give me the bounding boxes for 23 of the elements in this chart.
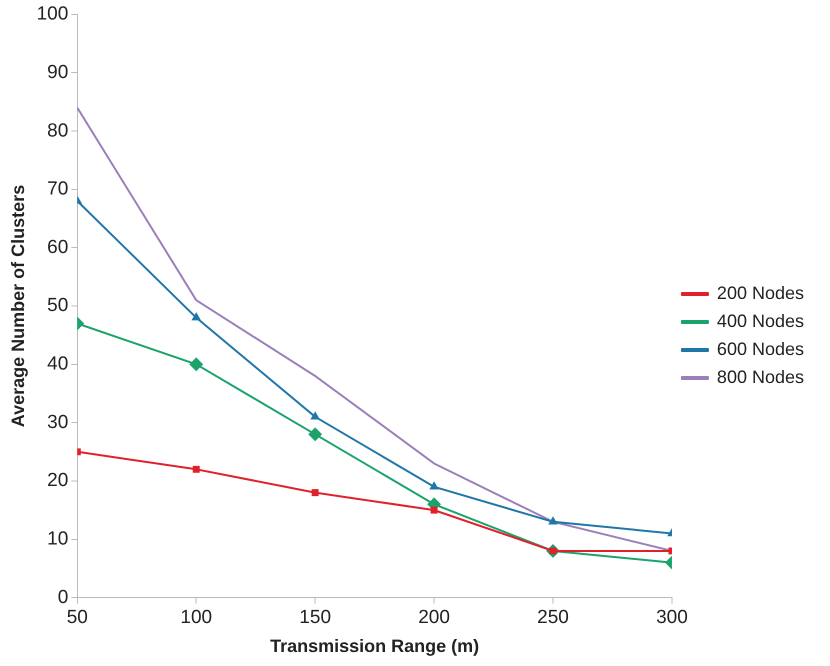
y-tick-label: 60 bbox=[47, 236, 68, 258]
y-tick-label: 90 bbox=[47, 62, 68, 83]
y-axis-title: Average Number of Clusters bbox=[8, 184, 28, 428]
legend-label: 800 Nodes bbox=[716, 366, 804, 387]
legend-label: 600 Nodes bbox=[716, 338, 804, 359]
y-tick-label: 40 bbox=[47, 354, 68, 375]
legend-label: 400 Nodes bbox=[716, 310, 804, 331]
legend-label: 200 Nodes bbox=[716, 282, 804, 303]
y-tick-label: 30 bbox=[47, 412, 68, 433]
y-tick-label: 0 bbox=[58, 586, 68, 608]
x-tick-label: 100 bbox=[180, 607, 212, 628]
y-tick-label: 50 bbox=[47, 295, 68, 316]
x-tick-label: 50 bbox=[66, 607, 88, 628]
x-tick-label: 150 bbox=[299, 607, 332, 628]
x-tick-label: 300 bbox=[656, 607, 688, 628]
y-tick-label: 80 bbox=[47, 120, 68, 142]
y-tick-label: 20 bbox=[47, 470, 68, 492]
x-tick-label: 250 bbox=[537, 607, 569, 628]
x-tick-label: 200 bbox=[418, 607, 450, 628]
x-axis-title: Transmission Range (m) bbox=[270, 636, 480, 656]
y-tick-label: 70 bbox=[47, 178, 68, 200]
y-tick-label: 10 bbox=[47, 528, 68, 550]
y-tick-label: 100 bbox=[36, 4, 68, 25]
